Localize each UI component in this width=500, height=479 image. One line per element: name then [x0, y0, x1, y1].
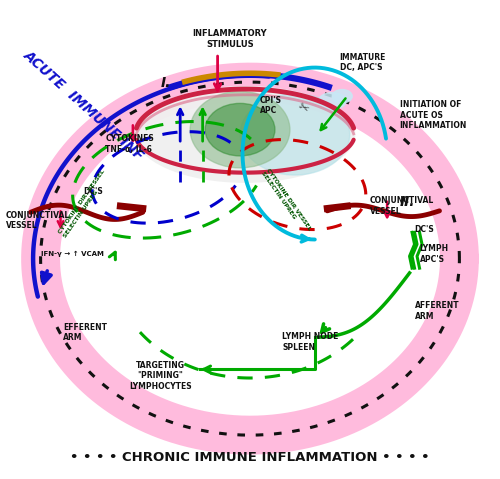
Ellipse shape [205, 103, 275, 156]
Text: DC'S: DC'S [83, 187, 102, 196]
Text: I.: I. [160, 76, 170, 90]
Ellipse shape [240, 94, 350, 175]
Text: CYTOKINE DIR. VESSEL
SELECTIN UPREG: CYTOKINE DIR. VESSEL SELECTIN UPREG [58, 169, 111, 238]
Text: CYTOKINE DIR VESSEL
SELECTIN UPREG: CYTOKINE DIR VESSEL SELECTIN UPREG [260, 168, 312, 235]
Text: • • • • CHRONIC IMMUNE INFLAMMATION • • • •: • • • • CHRONIC IMMUNE INFLAMMATION • • … [70, 451, 430, 464]
Text: CPI'S
APC: CPI'S APC [260, 96, 282, 115]
Ellipse shape [136, 87, 354, 182]
Text: CYTOKINES
TNF-α, IL-6: CYTOKINES TNF-α, IL-6 [106, 134, 154, 154]
Text: CONJUNCTIVAL
VESSEL: CONJUNCTIVAL VESSEL [6, 211, 70, 230]
Text: LYMPH NODE
SPLEEN: LYMPH NODE SPLEEN [282, 332, 339, 352]
Text: II.: II. [400, 195, 415, 209]
Text: EFFERENT
ARM: EFFERENT ARM [63, 323, 107, 342]
Text: CONJUNCTIVAL
VESSEL: CONJUNCTIVAL VESSEL [370, 196, 434, 216]
Text: AFFERENT
ARM: AFFERENT ARM [414, 301, 459, 321]
Text: ✂: ✂ [294, 100, 310, 116]
Ellipse shape [318, 92, 346, 109]
Text: INITIATION OF
ACUTE OS
INFLAMMATION: INITIATION OF ACUTE OS INFLAMMATION [400, 101, 467, 130]
Ellipse shape [190, 91, 290, 168]
Text: DC'S: DC'S [414, 226, 434, 234]
Text: TARGETING
"PRIMING"
LYMPHOCYTES: TARGETING "PRIMING" LYMPHOCYTES [129, 361, 192, 390]
Ellipse shape [332, 90, 352, 103]
Text: IFN-γ → ↑ VCAM: IFN-γ → ↑ VCAM [40, 251, 104, 257]
Text: INFLAMMATORY
STIMULUS: INFLAMMATORY STIMULUS [192, 29, 268, 49]
Text: IMMATURE
DC, APC'S: IMMATURE DC, APC'S [340, 53, 386, 72]
Text: LYMPH
APC'S: LYMPH APC'S [420, 244, 448, 263]
Text: ACUTE  IMMUNE INF: ACUTE IMMUNE INF [20, 48, 146, 163]
